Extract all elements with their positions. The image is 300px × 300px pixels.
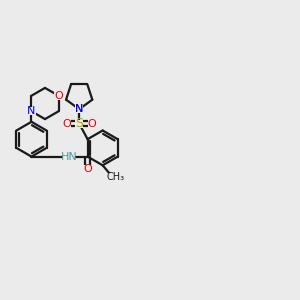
Text: HN: HN [61, 152, 77, 162]
FancyBboxPatch shape [75, 119, 83, 128]
FancyBboxPatch shape [63, 152, 75, 160]
Text: S: S [75, 117, 83, 130]
FancyBboxPatch shape [75, 105, 83, 113]
FancyBboxPatch shape [108, 173, 122, 181]
Text: O: O [87, 118, 96, 129]
FancyBboxPatch shape [62, 119, 71, 128]
FancyBboxPatch shape [83, 165, 92, 173]
FancyBboxPatch shape [54, 92, 63, 100]
Text: CH₃: CH₃ [106, 172, 124, 182]
FancyBboxPatch shape [88, 119, 96, 128]
FancyBboxPatch shape [27, 107, 36, 115]
Text: N: N [27, 106, 36, 116]
Text: N: N [75, 104, 83, 114]
Text: O: O [62, 118, 71, 129]
FancyBboxPatch shape [75, 105, 83, 113]
Text: N: N [75, 104, 83, 114]
Text: O: O [54, 91, 63, 101]
Text: O: O [83, 164, 92, 174]
